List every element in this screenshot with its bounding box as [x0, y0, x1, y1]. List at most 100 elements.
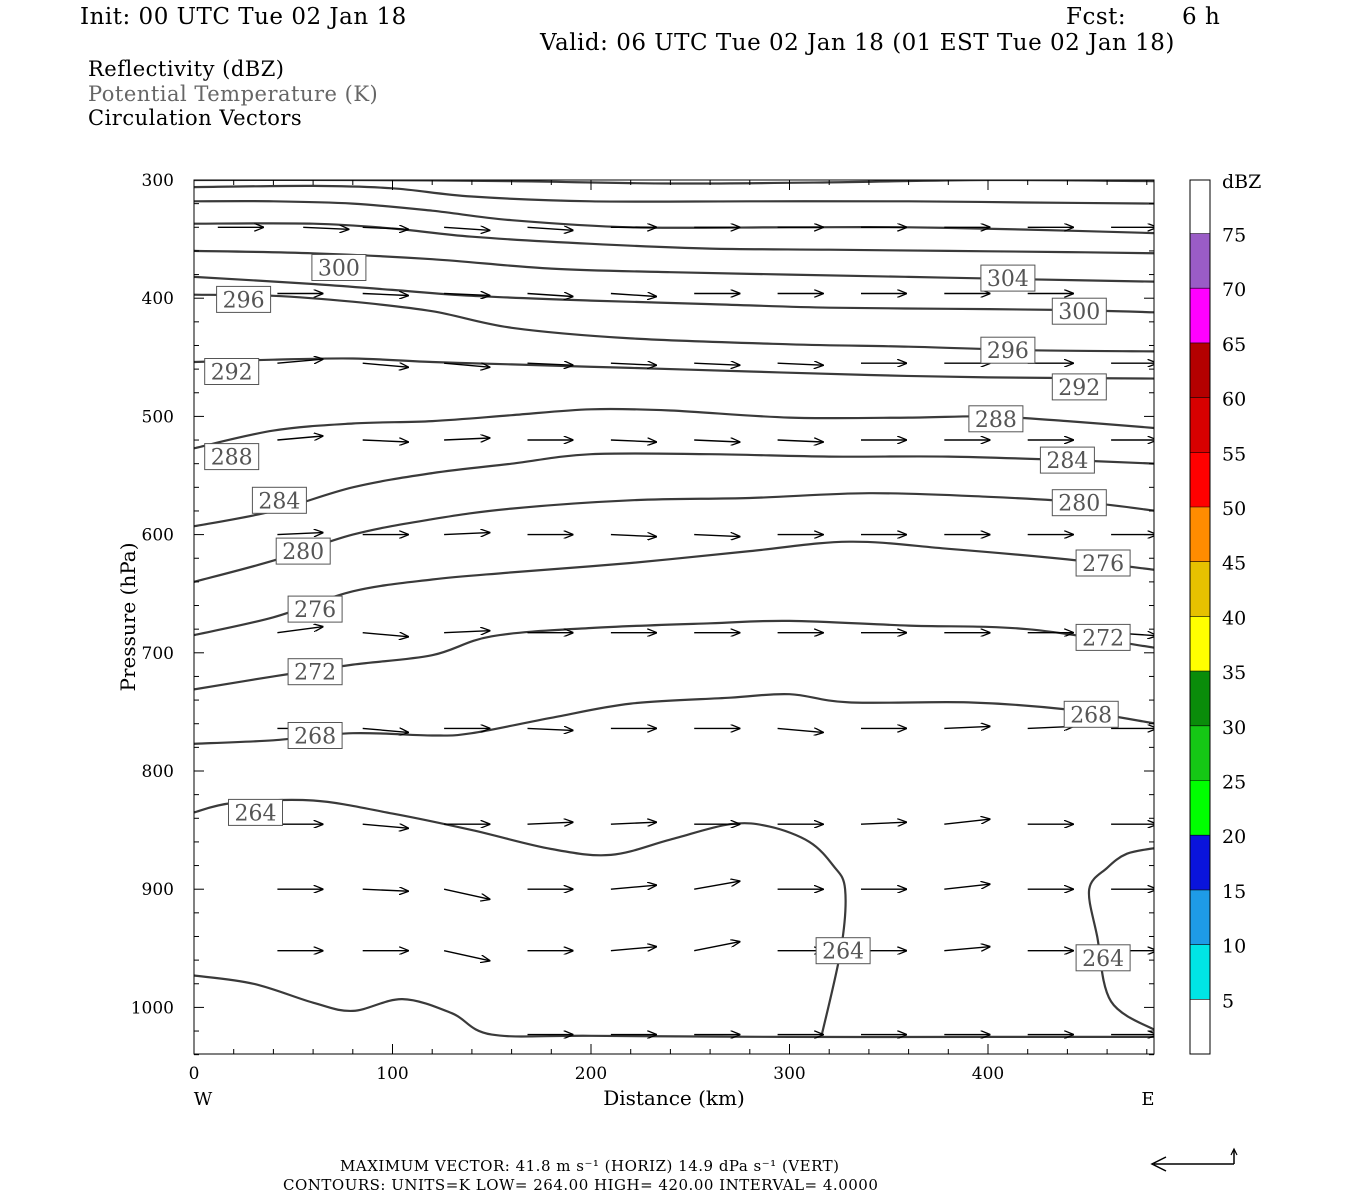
circulation-vector: [527, 822, 573, 824]
y-tick-label: 1000: [131, 998, 174, 1018]
svg-text:288: 288: [975, 408, 1017, 433]
circulation-vector: [527, 363, 573, 365]
colorbar-label: 30: [1222, 717, 1246, 739]
svg-text:268: 268: [294, 725, 336, 750]
circulation-vector: [362, 294, 408, 296]
colorbar-segment: [1190, 288, 1210, 343]
circulation-vector: [444, 294, 489, 296]
circulation-vector: [694, 881, 739, 890]
x-tick-label: 200: [575, 1064, 607, 1084]
forecast-hour: 6 h: [1182, 4, 1221, 30]
isotherm-264: [1087, 847, 1154, 1031]
max-vector-note: MAXIMUM VECTOR: 41.8 m s⁻¹ (HORIZ) 14.9 …: [340, 1157, 840, 1175]
colorbar-segment: [1190, 616, 1210, 672]
x-right-label: E: [1141, 1089, 1154, 1110]
circulation-vector: [527, 294, 573, 297]
circulation-vector: [610, 294, 656, 297]
colorbar-title: dBZ: [1222, 171, 1261, 193]
circulation-vector: [277, 436, 322, 440]
svg-text:288: 288: [211, 446, 253, 471]
contour-info: CONTOURS: UNITS=K LOW= 264.00 HIGH= 420.…: [283, 1176, 879, 1194]
contour-label: 300: [311, 254, 367, 282]
circulation-vector: [443, 888, 489, 899]
colorbar-segment: [1190, 561, 1210, 617]
x-tick-label: 100: [376, 1064, 408, 1084]
svg-text:296: 296: [223, 288, 265, 313]
circulation-vector: [777, 363, 823, 365]
colorbar-label: 60: [1222, 389, 1246, 411]
colorbar-segment: [1190, 671, 1210, 726]
isotherm-284: [194, 452, 1154, 528]
contour-label: 292: [1051, 373, 1107, 401]
colorbar-label: 40: [1222, 607, 1246, 629]
contour-label: 280: [275, 537, 331, 565]
colorbar-segment: [1190, 780, 1210, 836]
svg-text:284: 284: [258, 489, 300, 514]
colorbar-label: 20: [1222, 826, 1246, 848]
colorbar-label: 55: [1222, 443, 1246, 465]
contour-label: 296: [216, 285, 272, 313]
circulation-vector: [944, 884, 989, 890]
circulation-vector: [694, 440, 739, 442]
colorbar-segment: [1190, 342, 1210, 398]
circulation-vector: [944, 947, 989, 951]
valid-time: Valid: 06 UTC Tue 02 Jan 18 (01 EST Tue …: [540, 30, 1175, 56]
circulation-vector: [694, 942, 739, 952]
circulation-vector: [362, 633, 408, 637]
svg-text:272: 272: [294, 661, 336, 686]
forecast-label: Fcst:: [1066, 4, 1127, 30]
circulation-vector: [277, 627, 322, 634]
x-left-label: W: [194, 1089, 213, 1110]
contour-label: 264: [1075, 944, 1131, 972]
isotherm-280: [194, 492, 1154, 583]
colorbar-segment: [1190, 835, 1210, 890]
colorbar-label: 45: [1222, 553, 1246, 575]
legend-circulation-vectors: Circulation Vectors: [88, 106, 303, 130]
svg-text:292: 292: [1058, 376, 1100, 401]
circulation-vector: [527, 227, 573, 230]
contour-label: 276: [287, 595, 343, 623]
legend-reflectivity: Reflectivity (dBZ): [88, 57, 285, 81]
svg-text:280: 280: [1058, 492, 1100, 517]
circulation-vector: [303, 227, 348, 229]
circulation-vector: [277, 533, 322, 535]
circulation-vector: [944, 819, 989, 825]
contour-label: 272: [287, 658, 343, 686]
contour-label: 280: [1051, 489, 1107, 517]
isotherm-268: [194, 692, 1154, 745]
svg-text:280: 280: [282, 540, 324, 565]
circulation-vector: [777, 728, 823, 732]
circulation-vector: [444, 363, 489, 367]
circulation-vector: [362, 363, 408, 367]
y-tick-label: 300: [142, 171, 174, 191]
y-tick-label: 600: [142, 526, 174, 546]
svg-text:276: 276: [1082, 552, 1124, 577]
legend-potential-temperature: Potential Temperature (K): [88, 82, 379, 106]
y-axis-label: Pressure (hPa): [116, 543, 140, 692]
colorbar-label: 65: [1222, 334, 1246, 356]
reference-vector-icon: [1150, 1147, 1238, 1172]
svg-text:300: 300: [318, 257, 360, 282]
contour-label: 288: [968, 405, 1024, 433]
circulation-vector: [610, 440, 656, 442]
x-tick-label: 300: [773, 1064, 805, 1084]
y-tick-label: 700: [142, 644, 174, 664]
colorbar-segment: [1190, 180, 1210, 234]
colorbar-label: 5: [1222, 990, 1234, 1012]
contour-label: 268: [287, 722, 343, 750]
svg-text:296: 296: [987, 339, 1029, 364]
y-tick-label: 800: [142, 762, 174, 782]
contour-label: 296: [980, 336, 1036, 364]
isotherm-260: [194, 974, 1154, 1039]
circulation-vector: [694, 363, 739, 365]
x-axis-label: Distance (km): [603, 1086, 745, 1110]
isotherm-306: [194, 184, 1154, 205]
contour-label: 284: [1039, 446, 1095, 474]
colorbar-segment: [1190, 507, 1210, 562]
svg-text:304: 304: [987, 267, 1029, 292]
contour-label: 292: [204, 358, 260, 386]
colorbar-frame: [1189, 179, 1211, 1055]
circulation-vector: [610, 947, 656, 951]
colorbar-segment: [1190, 233, 1210, 289]
